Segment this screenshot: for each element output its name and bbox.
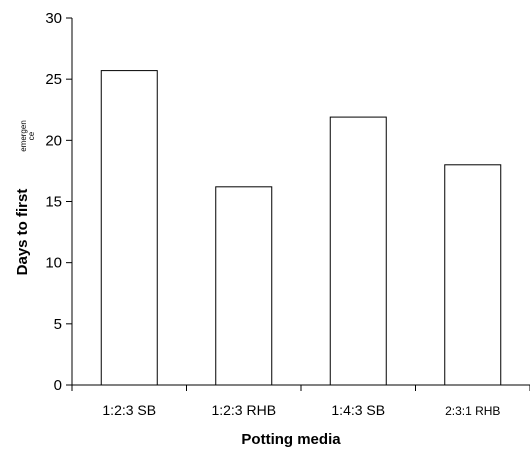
- y-axis-title-fragment: emergen: [19, 120, 28, 152]
- y-tick-label: 0: [54, 377, 62, 394]
- x-axis-title: Potting media: [241, 431, 341, 448]
- bar: [329, 116, 387, 386]
- bars-layer: [100, 70, 502, 386]
- y-ticks: 0 5 10 15 20 25 30: [45, 10, 72, 394]
- y-tick-label: 5: [54, 316, 62, 333]
- x-tick-label: 1:2:3 SB: [102, 402, 156, 418]
- y-axis-title: Days to first: [14, 189, 31, 276]
- x-tick-label: 2:3:1 RHB: [445, 404, 500, 418]
- bar: [100, 70, 158, 386]
- y-tick-label: 30: [45, 10, 62, 27]
- y-tick-label: 25: [45, 71, 62, 88]
- y-tick-label: 15: [45, 194, 62, 211]
- x-tick-label: 1:2:3 RHB: [211, 402, 276, 418]
- bar: [215, 186, 273, 386]
- y-axis-title-fragment: ce: [27, 131, 36, 140]
- bar: [444, 164, 502, 386]
- y-tick-label: 20: [45, 132, 62, 149]
- y-tick-label: 10: [45, 255, 62, 272]
- x-ticks: 1:2:3 SB 1:2:3 RHB 1:4:3 SB 2:3:1 RHB: [71, 385, 530, 418]
- x-tick-label: 1:4:3 SB: [331, 402, 385, 418]
